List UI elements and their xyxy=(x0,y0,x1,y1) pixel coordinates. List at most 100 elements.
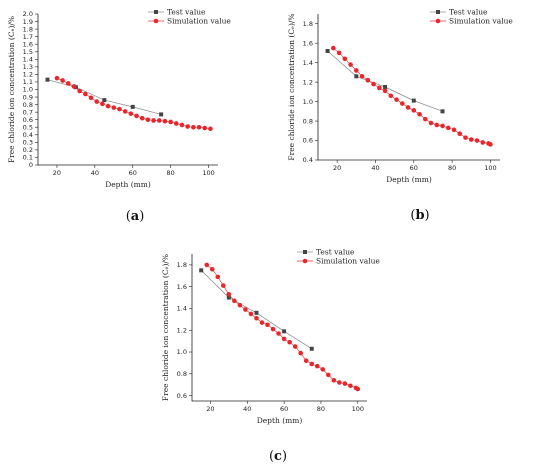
data-point-circle xyxy=(209,266,215,272)
panel-caption-letter: a xyxy=(131,209,140,224)
y-tick-label: 1.0 xyxy=(303,98,313,106)
x-tick-label: 20 xyxy=(53,169,61,177)
data-point-square xyxy=(102,98,107,103)
data-point-circle xyxy=(162,118,168,124)
data-point-circle xyxy=(348,383,353,389)
y-tick-label: 1.6 xyxy=(177,283,187,291)
y-tick-label: 1.7 xyxy=(23,33,33,41)
y-tick-label: 1.2 xyxy=(177,326,187,334)
y-tick-label: 2.0 xyxy=(23,10,33,18)
chart-panel-c: 20 40 60 80 100 0.6 0.8 1.0 1.2 1.4 1.6 1.8 Depth (m… xyxy=(161,248,380,465)
data-point-circle xyxy=(342,56,348,62)
y-tick-label: 0.4 xyxy=(303,156,313,164)
data-point-circle xyxy=(134,113,139,119)
series-test-value xyxy=(325,48,445,114)
data-point-circle xyxy=(417,111,422,117)
y-tick-label: 0.6 xyxy=(177,392,187,400)
panel-caption-letter: c xyxy=(274,449,282,464)
y-tick-label: 1.8 xyxy=(177,261,187,269)
data-point-circle xyxy=(111,105,117,110)
data-point-circle xyxy=(259,320,265,325)
x-tick-label: 80 xyxy=(166,169,174,177)
data-point-circle xyxy=(314,363,320,369)
x-axis-label: Depth (mm) xyxy=(257,416,303,425)
data-point-circle xyxy=(215,274,221,280)
data-point-square xyxy=(411,98,416,103)
data-point-circle xyxy=(100,101,105,107)
data-point-circle xyxy=(151,118,156,123)
panel-caption: (a) xyxy=(126,209,145,224)
data-point-circle xyxy=(309,361,315,367)
data-point-circle xyxy=(94,99,100,104)
series-test-value xyxy=(199,268,314,351)
data-point-circle xyxy=(276,331,281,336)
data-point-circle xyxy=(405,105,411,110)
data-point-square xyxy=(159,112,164,117)
x-tick-label: 80 xyxy=(317,405,325,413)
axis-lines xyxy=(191,254,367,402)
data-point-circle xyxy=(287,339,292,345)
data-point-square xyxy=(226,295,231,300)
y-tick-label: 1.0 xyxy=(23,86,33,94)
data-point-circle xyxy=(128,111,134,116)
y-tick-label: 1.2 xyxy=(23,71,33,79)
y-tick-label: 0.3 xyxy=(23,139,33,147)
legend-label: Test value xyxy=(167,8,206,17)
panel-caption: (b) xyxy=(410,208,429,223)
data-point-square xyxy=(130,104,135,109)
y-tick-label: 1.1 xyxy=(23,78,33,86)
data-point-circle xyxy=(303,358,309,364)
data-point-square xyxy=(383,85,388,89)
data-point-circle xyxy=(474,138,480,143)
y-axis-label: Free chloride ion concentration (Cₑ)/% xyxy=(7,16,16,163)
data-point-circle xyxy=(355,386,361,392)
data-point-circle xyxy=(377,85,382,91)
legend-marker-square xyxy=(303,250,307,254)
y-tick-label: 1.5 xyxy=(23,48,33,56)
x-tick-label: 40 xyxy=(371,164,379,172)
data-point-circle xyxy=(204,262,210,268)
data-point-square xyxy=(325,48,330,53)
data-point-circle xyxy=(434,122,440,128)
data-point-circle xyxy=(221,283,226,288)
y-tick-label: 1.8 xyxy=(23,25,33,33)
data-point-circle xyxy=(265,322,270,328)
data-point-circle xyxy=(488,142,493,147)
chart-panel-a: 20 40 60 80 10000.10.20.30.40.50.60.70.80.91… xyxy=(7,8,231,225)
x-tick-label: 20 xyxy=(333,164,341,172)
data-point-circle xyxy=(54,75,60,81)
y-tick-label: 1.8 xyxy=(303,20,313,28)
data-point-circle xyxy=(342,381,348,386)
y-tick-label: 1.2 xyxy=(303,78,313,86)
y-tick-label: 0.8 xyxy=(303,117,313,125)
data-point-circle xyxy=(445,125,451,131)
data-point-circle xyxy=(77,88,82,94)
legend-label: Simulation value xyxy=(449,17,513,26)
y-tick-label: 0.6 xyxy=(303,137,313,145)
data-point-circle xyxy=(348,62,353,67)
data-point-circle xyxy=(145,117,151,122)
x-tick-label: 60 xyxy=(129,169,137,177)
data-point-square xyxy=(282,329,287,334)
x-tick-label: 80 xyxy=(448,164,456,172)
data-point-circle xyxy=(480,140,486,145)
y-tick-label: 0.1 xyxy=(23,154,33,162)
panel-caption: (c) xyxy=(269,449,287,464)
data-point-circle xyxy=(365,77,371,83)
data-point-circle xyxy=(428,120,434,126)
data-point-square xyxy=(440,109,445,114)
data-point-circle xyxy=(270,326,276,332)
data-point-circle xyxy=(191,124,196,130)
data-point-circle xyxy=(71,84,77,89)
x-axis-label: Depth (mm) xyxy=(386,175,432,184)
data-point-circle xyxy=(331,45,336,51)
legend-marker-square xyxy=(154,10,158,14)
x-tick-label: 100 xyxy=(484,164,496,172)
legend-marker-circle xyxy=(153,18,159,24)
data-point-circle xyxy=(196,124,202,130)
data-point-circle xyxy=(468,137,474,142)
y-tick-label: 1.4 xyxy=(303,59,313,67)
